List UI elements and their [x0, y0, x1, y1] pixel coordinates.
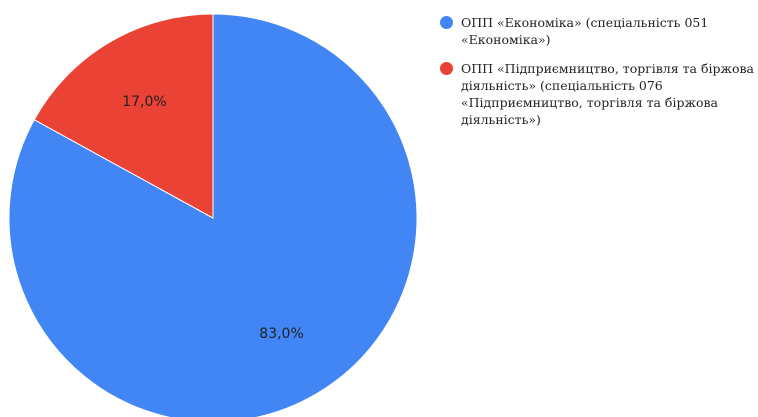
legend-item-economics[interactable]: ОПП «Економіка» (спеціальність 051 «Екон… — [437, 14, 755, 48]
legend-item-entrepreneurship[interactable]: ОПП «Підприємництво, торгівля та біржова… — [437, 60, 755, 128]
legend-swatch-economics — [440, 16, 453, 29]
legend-label-economics: ОПП «Економіка» (спеціальність 051 «Екон… — [461, 15, 709, 47]
legend-swatch-entrepreneurship — [440, 62, 453, 75]
legend: ОПП «Економіка» (спеціальність 051 «Екон… — [437, 14, 755, 140]
pie-slices — [8, 13, 418, 417]
pie-slice-entrepreneurship[interactable] — [33, 13, 214, 219]
pie-labels: 83,0% 17,0% — [122, 94, 304, 342]
pie-slice-label-economics: 83,0% — [259, 326, 303, 342]
pie-slice-label-entrepreneurship: 17,0% — [122, 94, 166, 110]
legend-label-entrepreneurship: ОПП «Підприємництво, торгівля та біржова… — [461, 61, 754, 127]
pie-chart: 83,0% 17,0% — [8, 13, 418, 417]
